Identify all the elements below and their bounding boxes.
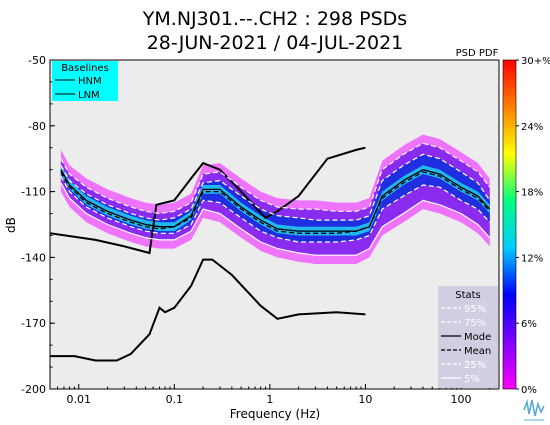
density-band-25-75: [60, 154, 490, 243]
colorbar-tick-label: 12%: [521, 253, 543, 264]
y-axis: -50 -80 -110 -140 -170 -200: [21, 54, 55, 396]
x-axis-label: Frequency (Hz): [230, 407, 321, 421]
colorbar-tick-label: 6%: [521, 319, 537, 330]
x-tick-label: 0.1: [166, 393, 184, 406]
stats-legend-label-p95: 95%: [464, 304, 486, 315]
stats-legend-title: Stats: [455, 290, 481, 301]
baselines-legend-title: Baselines: [61, 63, 109, 74]
statistic-lines: [50, 142, 491, 362]
colorbar: 30+% 24% 18% 12% 6% 0%: [502, 56, 550, 396]
logo-icon: [523, 398, 545, 421]
y-tick-label: -170: [21, 317, 46, 330]
stats-legend-label-p25: 25%: [464, 360, 486, 371]
chart-title: YM.NJ301.--.CH2 : 298 PSDs: [142, 8, 407, 30]
baselines-legend: Baselines HNM LNM: [52, 61, 118, 101]
legend-hnm-label: HNM: [78, 76, 102, 87]
stat-line-p5: [60, 182, 491, 256]
x-tick-label: 1: [266, 393, 273, 406]
y-tick-label: -110: [21, 186, 46, 199]
stat-line-p95: [60, 142, 491, 215]
stats-legend-label-mean: Mean: [464, 346, 491, 357]
stats-legend-label-p5: 5%: [464, 374, 480, 385]
colorbar-tick-label: 0%: [521, 385, 537, 396]
colorbar-tick-label: 30+%: [521, 56, 550, 67]
legend-lnm-label: LNM: [78, 90, 100, 101]
psd-pdf-label: PSD PDF: [456, 48, 499, 59]
plot-frame: [49, 59, 500, 390]
y-tick-label: -50: [28, 54, 46, 67]
x-tick-label: 10: [358, 393, 372, 406]
hnm-line: [50, 146, 366, 255]
stat-line-p25: [60, 175, 491, 243]
colorbar-tick-label: 18%: [521, 188, 543, 199]
lnm-line: [50, 258, 366, 362]
stat-line-mode: [60, 169, 491, 232]
colorbar-tick-label: 24%: [521, 122, 543, 133]
stats-legend: Stats 95% 75% Mode Mean 25% 5%: [438, 286, 498, 388]
stats-legend-label-mode: Mode: [464, 332, 491, 343]
stat-line-mean: [60, 171, 491, 234]
chart-subtitle: 28-JUN-2021 / 04-JUL-2021: [147, 32, 404, 54]
stats-legend-box: [438, 286, 498, 388]
y-tick-label: -80: [28, 120, 46, 133]
x-tick-label: 100: [450, 393, 471, 406]
colorbar-gradient: [502, 59, 517, 390]
x-tick-label: 0.01: [67, 393, 92, 406]
y-tick-label: -200: [21, 383, 46, 396]
stat-line-p75: [60, 153, 491, 221]
stats-legend-label-p75: 75%: [464, 318, 486, 329]
y-axis-label: dB: [4, 217, 18, 233]
y-tick-label: -140: [21, 251, 46, 264]
